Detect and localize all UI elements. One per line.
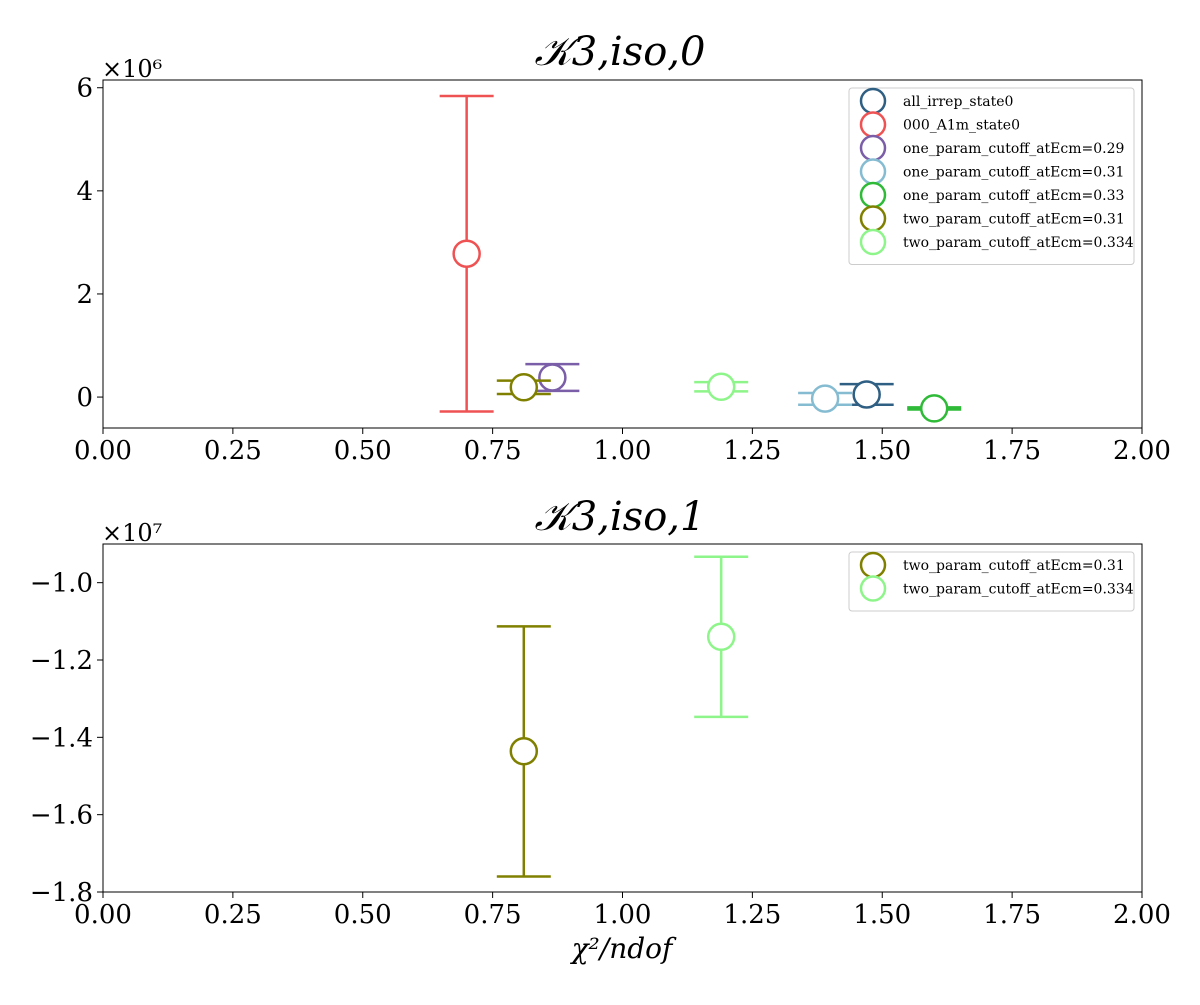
y-tick-label: −1.0 bbox=[30, 569, 93, 599]
top-panel-title: 𝒦3,iso,0 bbox=[535, 29, 706, 75]
legend-marker bbox=[859, 158, 887, 185]
legend-marker bbox=[859, 87, 887, 115]
x-tick-label: 0.25 bbox=[204, 900, 262, 930]
x-tick-label: 0.50 bbox=[334, 900, 392, 930]
x-tick-label: 0.50 bbox=[334, 436, 392, 466]
data-point bbox=[509, 373, 539, 402]
x-tick-label: 0.25 bbox=[204, 436, 262, 466]
top-panel-legend: all_irrep_state0 000_A1m_state0 one_param_… bbox=[848, 87, 1135, 265]
legend-marker bbox=[859, 228, 887, 256]
legend-label: one_param_cutoff_atEcm=0.29 bbox=[903, 141, 1124, 157]
legend-marker bbox=[859, 551, 887, 579]
legend-label: 000_A1m_state0 bbox=[903, 118, 1020, 134]
legend-label: one_param_cutoff_atEcm=0.33 bbox=[903, 188, 1124, 204]
y-tick-label: −1.8 bbox=[30, 878, 93, 908]
legend-label: two_param_cutoff_atEcm=0.31 bbox=[903, 212, 1125, 228]
data-point bbox=[810, 384, 840, 413]
bottom-panel: 𝒦3,iso,1 ×10⁷ 0.00 0.25 0.50 0.75 1.00 1.25 1.… bbox=[30, 494, 1171, 965]
y-tick-label: −1.2 bbox=[30, 646, 93, 676]
top-panel-x-ticks: 0.00 0.25 0.50 0.75 1.00 1.25 1.50 1.75 2.00 bbox=[74, 428, 1171, 466]
legend-marker bbox=[859, 205, 887, 232]
bottom-panel-y-ticks: −1.0 −1.2 −1.4 −1.6 −1.8 bbox=[30, 569, 103, 908]
legend-frame bbox=[848, 551, 1135, 612]
y-tick-label: −1.6 bbox=[30, 801, 93, 831]
y-tick-label: 4 bbox=[76, 177, 93, 207]
bottom-panel-title: 𝒦3,iso,1 bbox=[535, 494, 706, 540]
x-tick-label: 1.50 bbox=[853, 436, 911, 466]
top-panel-data-marks bbox=[439, 94, 962, 423]
top-panel: 𝒦3,iso,0 ×10⁶ 0.00 0.25 0.50 0.75 1.00 1.25 1.… bbox=[74, 29, 1171, 466]
y-tick-label: 6 bbox=[76, 74, 93, 104]
x-tick-label: 2.00 bbox=[1113, 436, 1171, 466]
x-tick-label: 1.25 bbox=[723, 900, 781, 930]
x-tick-label: 0.00 bbox=[74, 436, 132, 466]
data-point bbox=[452, 239, 481, 268]
bottom-panel-scale-label: ×10⁷ bbox=[102, 519, 162, 547]
x-tick-label: 1.75 bbox=[983, 900, 1041, 930]
legend-label: two_param_cutoff_atEcm=0.334 bbox=[903, 582, 1134, 598]
x-tick-label: 1.00 bbox=[594, 436, 652, 466]
legend-label: all_irrep_state0 bbox=[903, 94, 1013, 110]
x-tick-label: 0.75 bbox=[464, 436, 522, 466]
top-panel-y-ticks: 0 2 4 6 bbox=[76, 74, 103, 413]
legend-label: one_param_cutoff_atEcm=0.31 bbox=[903, 165, 1124, 181]
bottom-panel-data-marks bbox=[496, 555, 749, 878]
x-tick-label: 2.00 bbox=[1113, 900, 1171, 930]
legend-marker bbox=[859, 134, 887, 162]
top-panel-scale-label: ×10⁶ bbox=[102, 55, 162, 83]
legend-marker bbox=[859, 181, 887, 209]
data-point bbox=[706, 372, 736, 402]
data-point bbox=[538, 363, 567, 392]
data-point bbox=[919, 394, 949, 423]
y-tick-label: 0 bbox=[76, 383, 93, 413]
x-tick-label: 0.00 bbox=[74, 900, 132, 930]
data-point bbox=[852, 380, 881, 409]
legend-marker bbox=[859, 111, 887, 138]
y-tick-label: 2 bbox=[76, 280, 93, 310]
y-tick-label: −1.4 bbox=[30, 723, 93, 753]
bottom-panel-legend: two_param_cutoff_atEcm=0.31 two_param_cut… bbox=[848, 551, 1135, 612]
x-tick-label: 1.75 bbox=[983, 436, 1041, 466]
legend-frame bbox=[848, 87, 1135, 265]
bottom-panel-x-ticks: 0.00 0.25 0.50 0.75 1.00 1.25 1.50 1.75 2.00 bbox=[74, 892, 1171, 930]
bottom-panel-x-axis-label: χ²/ndof bbox=[570, 932, 677, 965]
data-point bbox=[509, 737, 539, 766]
x-tick-label: 1.00 bbox=[594, 900, 652, 930]
data-point bbox=[706, 622, 736, 652]
x-tick-label: 1.50 bbox=[853, 900, 911, 930]
x-tick-label: 1.25 bbox=[723, 436, 781, 466]
legend-label: two_param_cutoff_atEcm=0.31 bbox=[903, 558, 1125, 574]
legend-marker bbox=[859, 575, 887, 602]
x-tick-label: 0.75 bbox=[464, 900, 522, 930]
legend-label: two_param_cutoff_atEcm=0.334 bbox=[903, 235, 1134, 251]
